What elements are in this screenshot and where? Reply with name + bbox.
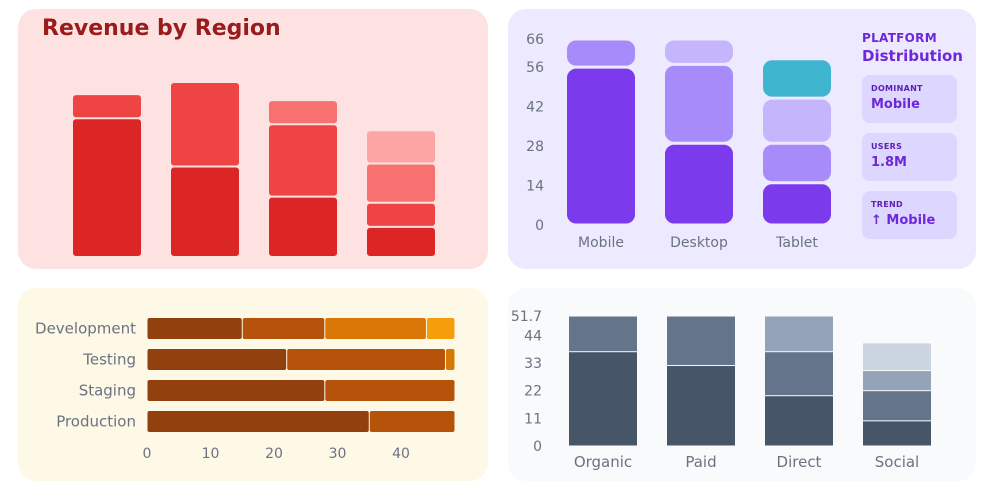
bar-segment (765, 396, 833, 446)
bar-segment (171, 167, 239, 256)
bar-segment (367, 164, 435, 202)
bar-segment (763, 144, 831, 182)
bar-segment (763, 99, 831, 142)
bar-segment (863, 371, 931, 391)
card-label: DOMINANT (871, 84, 923, 93)
y-tick-label: 11 (524, 411, 542, 427)
dominant-card: DOMINANT Mobile (862, 75, 957, 123)
chart-title: Revenue by Region (42, 16, 281, 41)
x-tick-label: Organic (574, 453, 632, 471)
card-value: 1.8M (871, 155, 907, 170)
y-tick-label: 44 (524, 328, 542, 344)
x-tick-label: Direct (777, 453, 822, 471)
bar-segment (287, 349, 445, 370)
bar-segment (367, 203, 435, 226)
bar-segment (367, 131, 435, 163)
y-tick-label: 14 (526, 179, 544, 195)
bar-segment (367, 227, 435, 256)
bar-segment (445, 349, 455, 370)
environments-panel: Development Testing Staging Production 0 10 20… (18, 288, 488, 481)
x-tick-label: 20 (265, 446, 283, 462)
revenue-by-region-panel: Revenue by Region (18, 9, 488, 269)
bar-segment (863, 343, 931, 371)
card-value: Mobile (871, 97, 920, 112)
bar-segment (667, 316, 735, 366)
traffic-chart: 0 11 22 33 44 51.7 Organic Paid Direct Social (511, 309, 931, 471)
bar-segment (242, 318, 325, 339)
y-tick-label: 42 (526, 100, 544, 116)
bar-segment (73, 95, 141, 118)
y-tick-label: Staging (79, 382, 136, 400)
bar-segment (426, 318, 455, 339)
users-card: USERS 1.8M (862, 133, 957, 181)
bar-segment (73, 119, 141, 256)
trend-card: TREND ↑ Mobile (862, 191, 957, 239)
y-tick-label: 56 (526, 60, 544, 76)
bar-segment (665, 144, 733, 224)
bar-segment (765, 316, 833, 352)
revenue-chart (73, 83, 435, 256)
bar-segment (667, 366, 735, 446)
platform-heading-big: Distribution (862, 47, 963, 65)
y-tick-label: 28 (526, 139, 544, 155)
card-value: ↑ Mobile (871, 213, 936, 228)
y-tick-label: Production (56, 413, 136, 431)
platform-distribution-panel: 0 14 28 42 56 66 Mobile Desktop Tablet PLATFORM … (508, 9, 976, 269)
x-tick-label: Mobile (578, 235, 624, 251)
bar-segment (763, 184, 831, 224)
platform-sidebar: PLATFORM Distribution DOMINANT Mobile US… (862, 31, 963, 239)
x-tick-label: 10 (202, 446, 220, 462)
y-tick-label: 0 (533, 439, 542, 455)
y-tick-label: 0 (535, 218, 544, 234)
bar-segment (567, 40, 635, 66)
bar-segment (567, 68, 635, 224)
bar-segment (325, 380, 455, 401)
bar-segment (269, 101, 337, 124)
platform-chart: 0 14 28 42 56 66 Mobile Desktop Tablet (526, 32, 831, 251)
bar-segment (863, 421, 931, 446)
y-tick-label: Testing (82, 351, 136, 369)
y-tick-label: Development (35, 320, 136, 338)
bar-segment (369, 411, 455, 432)
bar-segment (569, 316, 637, 352)
y-tick-label: 22 (524, 384, 542, 400)
x-tick-label: 0 (143, 446, 152, 462)
bar-segment (765, 352, 833, 396)
platform-heading-small: PLATFORM (862, 31, 937, 45)
x-tick-label: 30 (329, 446, 347, 462)
x-tick-label: Paid (685, 453, 716, 471)
bar-segment (171, 83, 239, 166)
environments-chart: Development Testing Staging Production 0 10 20… (35, 318, 455, 462)
x-tick-label: 40 (392, 446, 410, 462)
y-tick-label: 66 (526, 32, 544, 48)
y-tick-label: 33 (524, 356, 542, 372)
bar-segment (863, 391, 931, 421)
bar-segment (763, 60, 831, 97)
bar-segment (665, 40, 733, 63)
bar-segment (147, 380, 325, 401)
x-tick-label: Tablet (775, 235, 818, 251)
x-tick-label: Social (875, 453, 919, 471)
bar-segment (325, 318, 426, 339)
bar-segment (269, 197, 337, 256)
bar-segment (147, 411, 369, 432)
y-tick-label: 51.7 (511, 309, 542, 325)
bar-segment (569, 352, 637, 446)
bar-segment (665, 65, 733, 142)
card-label: USERS (871, 142, 903, 151)
bar-segment (147, 318, 242, 339)
card-label: TREND (871, 200, 903, 209)
x-tick-label: Desktop (670, 235, 728, 251)
bar-segment (269, 125, 337, 196)
bar-segment (147, 349, 287, 370)
traffic-sources-panel: 0 11 22 33 44 51.7 Organic Paid Direct Social (508, 288, 976, 481)
